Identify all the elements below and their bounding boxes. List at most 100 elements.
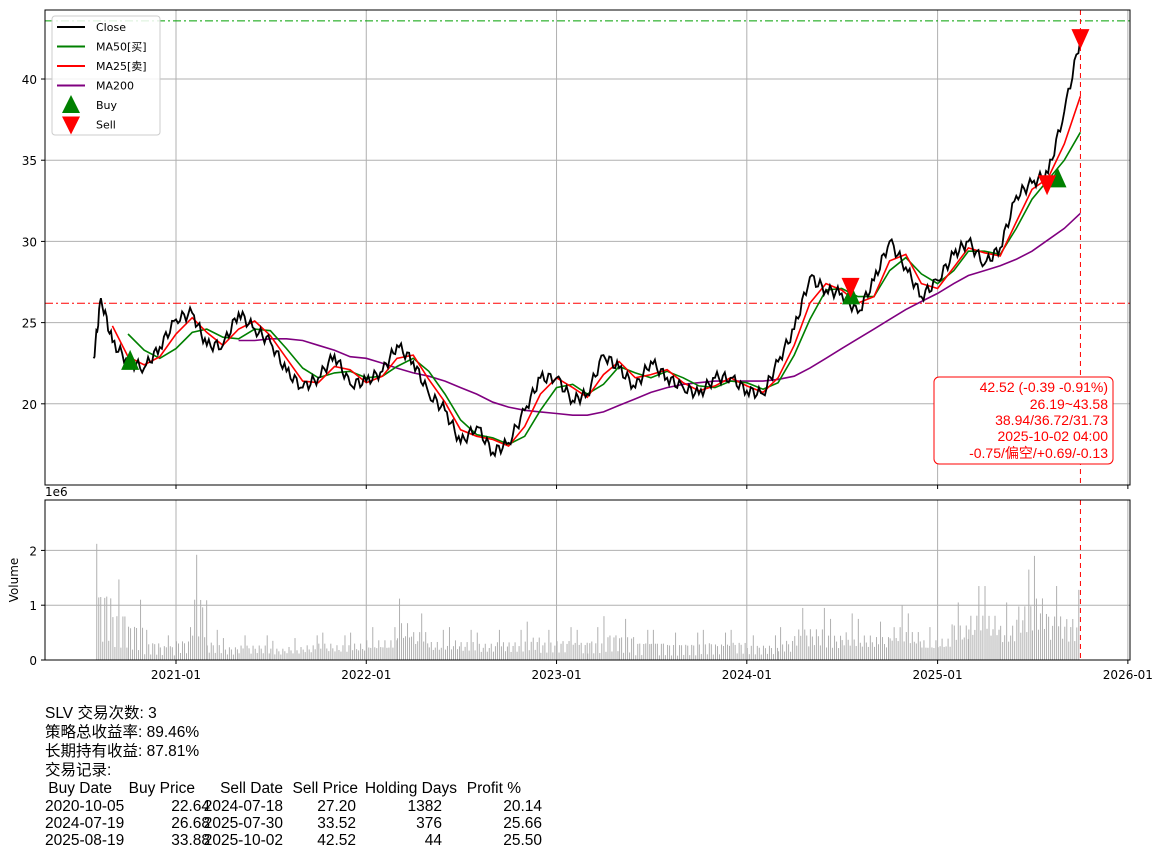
volume-bar	[118, 579, 120, 660]
volume-bar	[534, 649, 536, 660]
volume-bar	[633, 637, 635, 660]
volume-bar	[712, 654, 714, 660]
volume-bar	[216, 629, 218, 660]
volume-bar	[356, 649, 358, 660]
volume-bar	[212, 645, 214, 660]
volume-bar	[611, 651, 613, 660]
volume-bar	[982, 615, 984, 660]
x-tick-label: 2024-01	[722, 668, 772, 682]
volume-bar	[407, 623, 409, 660]
volume-bar	[384, 640, 386, 660]
volume-bar	[836, 641, 838, 660]
volume-bar	[176, 641, 177, 660]
table-cell: 22.64	[171, 798, 210, 815]
volume-bar	[163, 646, 165, 660]
volume-bar	[1024, 606, 1026, 660]
volume-bar	[669, 645, 671, 660]
axis-ticks: 2021-01 2022-01 2023-01 2024-01 2025-01 2026-…	[22, 73, 1153, 682]
volume-bar	[725, 632, 727, 660]
volume-bar	[96, 543, 98, 660]
volume-bar	[572, 644, 574, 660]
volume-bar	[262, 653, 264, 660]
volume-bar	[685, 644, 687, 660]
volume-bar	[372, 627, 374, 660]
volume-bar	[192, 635, 194, 660]
volume-bar	[562, 641, 564, 660]
volume-bar	[654, 643, 656, 660]
volume-bar	[826, 647, 828, 660]
volume-bar	[619, 638, 621, 660]
volume-bar	[645, 643, 647, 660]
volume-bar	[662, 643, 664, 660]
volume-bar	[660, 643, 662, 660]
volume-bar	[342, 645, 344, 660]
volume-bar	[556, 641, 558, 660]
volume-bar	[959, 625, 961, 660]
volume-bar	[917, 632, 919, 660]
volume-bar	[564, 652, 566, 660]
volume-bar	[871, 642, 873, 660]
volume-bar	[552, 652, 554, 660]
volume-bar	[230, 649, 232, 660]
volume-bar	[1048, 616, 1050, 660]
volume-bar	[915, 643, 917, 660]
volume-bar	[236, 649, 238, 660]
volume-bar	[252, 645, 254, 660]
volume-bar	[695, 655, 697, 660]
table-cell: 20.14	[503, 798, 542, 815]
volume-bar	[629, 652, 631, 660]
table-header: Sell Price	[293, 780, 358, 797]
volume-bar	[578, 644, 580, 660]
volume-bar	[108, 640, 110, 660]
volume-bar	[182, 641, 183, 660]
volume-bar	[939, 646, 941, 660]
volume-bar	[953, 625, 955, 660]
volume-bar	[641, 655, 643, 660]
volume-bar	[996, 635, 998, 660]
volume-bar	[184, 643, 185, 660]
volume-bar	[913, 641, 915, 660]
volume-bar	[442, 629, 444, 660]
volume-bar	[421, 613, 423, 660]
volume-bar	[790, 651, 792, 660]
price-axes-frame	[44, 9, 1131, 486]
volume-bar	[460, 642, 462, 660]
volume-bar	[348, 645, 350, 660]
volume-bar	[334, 651, 336, 660]
volume-bar	[625, 618, 627, 660]
volume-bar	[290, 650, 292, 660]
volume-bar	[364, 650, 366, 660]
volume-bar	[1060, 616, 1062, 660]
volume-bar	[951, 624, 953, 660]
volume-axes-frame	[44, 499, 1131, 661]
volume-bar	[220, 653, 222, 660]
volume-bar	[863, 635, 865, 660]
volume-bar	[376, 648, 378, 660]
volume-bar	[1076, 627, 1078, 660]
volume-bar	[1018, 606, 1020, 660]
volume-bar	[963, 637, 965, 660]
volume-bar	[382, 647, 384, 660]
volume-bar	[613, 637, 615, 660]
volume-bar	[502, 642, 504, 660]
volume-bar	[580, 642, 582, 660]
volume-bar	[350, 632, 352, 660]
volume-bar	[194, 599, 196, 660]
volume-bar	[116, 616, 118, 660]
volume-bar	[448, 627, 450, 660]
volume-bar	[482, 647, 484, 660]
volume-bar	[450, 649, 452, 660]
series-line-ma50	[127, 131, 1082, 446]
volume-bar	[354, 643, 356, 660]
x-tick-label: 2026-01	[1103, 668, 1153, 682]
volume-bar	[1022, 620, 1024, 660]
price-grid	[45, 10, 1130, 485]
volume-bar	[764, 648, 766, 660]
volume-bar	[867, 646, 869, 660]
volume-bar	[358, 650, 360, 660]
volume-bar	[413, 632, 415, 660]
volume-bar	[292, 653, 294, 660]
volume-bar	[639, 643, 641, 660]
volume-bar	[708, 643, 710, 660]
trade-table: Buy Date Buy Price Sell Date Sell Price Hold…	[45, 780, 542, 849]
